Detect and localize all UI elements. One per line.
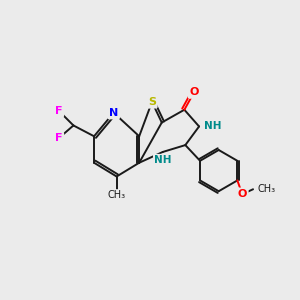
Text: NH: NH [154,155,172,165]
Text: O: O [238,189,247,199]
Text: CH₃: CH₃ [258,184,276,194]
Text: NH: NH [204,122,221,131]
Text: F: F [55,106,62,116]
Text: S: S [148,97,156,107]
Text: F: F [55,133,62,143]
Text: O: O [190,87,199,97]
Text: CH₃: CH₃ [108,190,126,200]
Text: N: N [109,108,118,118]
